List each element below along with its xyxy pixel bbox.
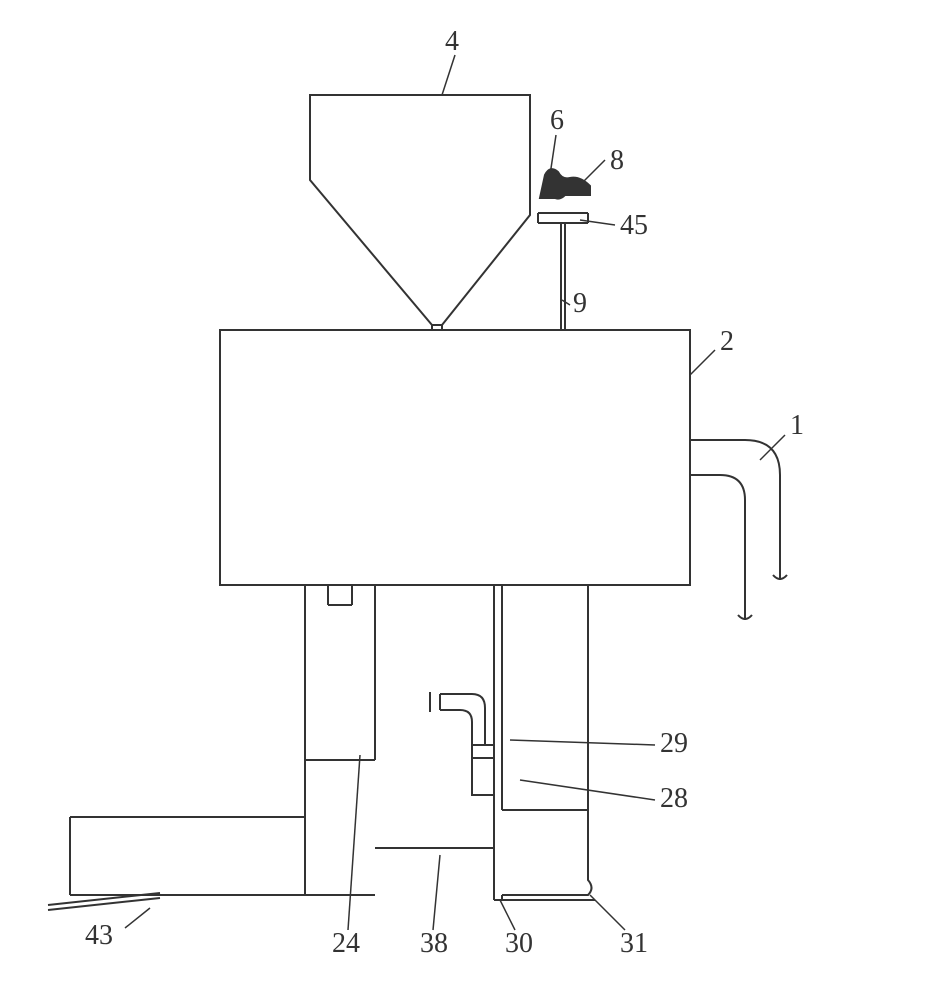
base-31 <box>502 810 592 895</box>
label-29: 29 <box>660 728 688 760</box>
label-30: 30 <box>505 928 533 960</box>
column-24 <box>305 585 375 760</box>
connector-29 <box>440 694 485 745</box>
main-box-2 <box>220 330 690 585</box>
small-box-28 <box>472 745 494 795</box>
label-31: 31 <box>620 928 648 960</box>
label-45: 45 <box>620 210 648 242</box>
label-43: 43 <box>85 920 113 952</box>
label-8: 8 <box>610 145 624 177</box>
label-1: 1 <box>790 410 804 442</box>
label-4: 4 <box>445 26 459 58</box>
stand-45 <box>538 213 588 223</box>
label-2: 2 <box>720 326 734 358</box>
hopper-4 <box>310 95 530 325</box>
label-6: 6 <box>550 105 564 137</box>
label-24: 24 <box>332 928 360 960</box>
label-38: 38 <box>420 928 448 960</box>
label-28: 28 <box>660 783 688 815</box>
label-9: 9 <box>573 288 587 320</box>
technical-diagram <box>0 0 936 1000</box>
chute-43 <box>48 760 375 910</box>
outlet-pipe-1 <box>690 440 787 620</box>
bird-shape-6-8 <box>540 169 590 198</box>
